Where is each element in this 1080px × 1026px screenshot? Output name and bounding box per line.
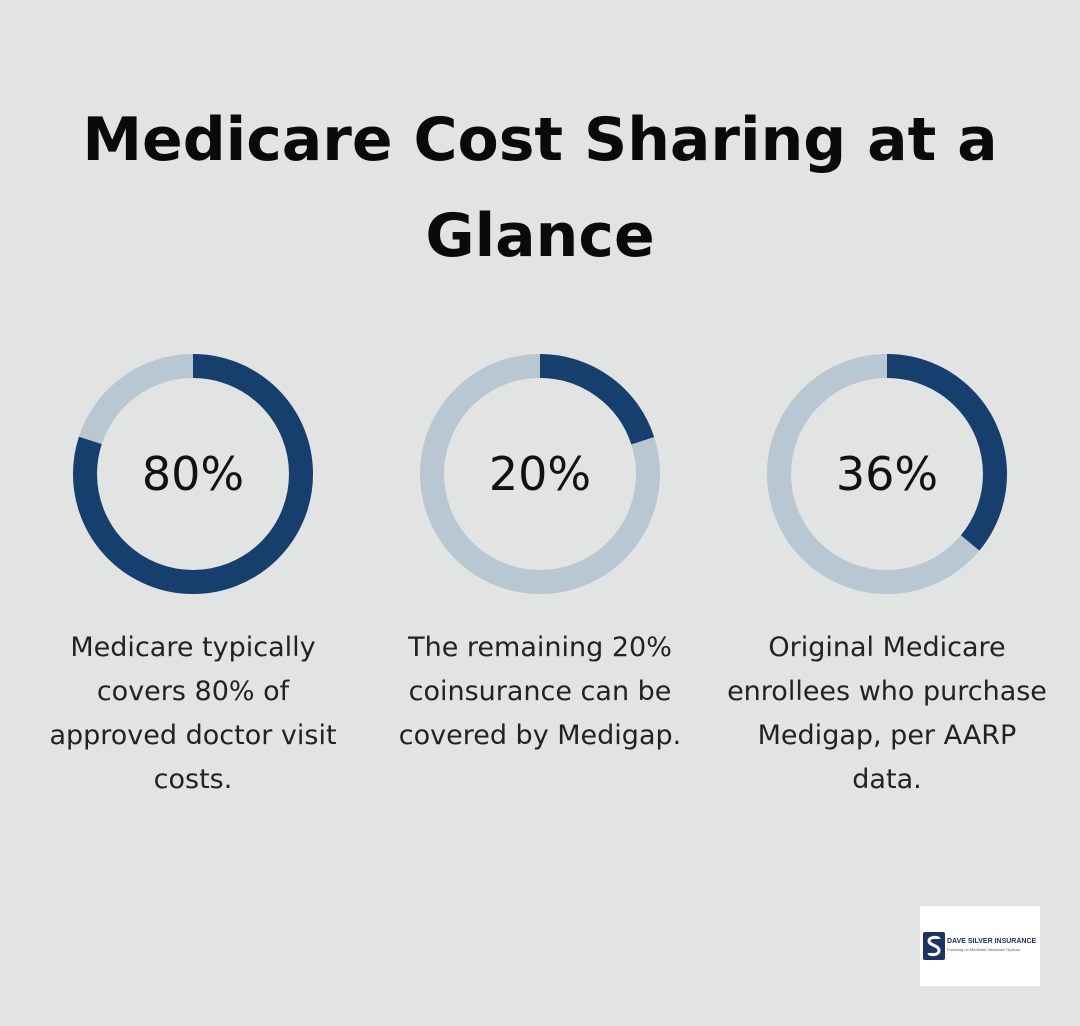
logo-s-icon xyxy=(923,932,945,960)
logo-tagline: Focusing on Medicare Insurance Options xyxy=(947,947,1020,952)
stat-percentage: 36% xyxy=(835,447,939,501)
logo-name: DAVE SILVER INSURANCE xyxy=(947,938,1037,945)
donut-progress xyxy=(73,354,313,594)
donut-progress xyxy=(767,354,1007,594)
donut-ring xyxy=(420,354,660,594)
stat-description: Original Medicare enrollees who purchase… xyxy=(727,632,1047,795)
stat-description: Medicare typically covers 80% of approve… xyxy=(49,632,337,795)
donut-chart: 80% xyxy=(73,354,313,594)
company-logo: DAVE SILVER INSURANCE Focusing on Medica… xyxy=(920,906,1040,986)
page-title: Medicare Cost Sharing at a Glance xyxy=(82,105,998,271)
stat-description: The remaining 20% coinsurance can be cov… xyxy=(398,632,682,751)
donut-chart: 20% xyxy=(420,354,660,594)
stat-card: 20% The remaining 20% coinsurance can be… xyxy=(380,354,700,758)
stat-percentage: 20% xyxy=(488,447,592,501)
stat-card: 36% Original Medicare enrollees who purc… xyxy=(727,354,1047,802)
donut-chart: 36% xyxy=(767,354,1007,594)
stat-card: 80% Medicare typically covers 80% of app… xyxy=(33,354,353,802)
donut-ring xyxy=(73,354,313,594)
donut-ring xyxy=(767,354,1007,594)
stat-percentage: 80% xyxy=(141,447,245,501)
donut-progress xyxy=(420,354,660,594)
